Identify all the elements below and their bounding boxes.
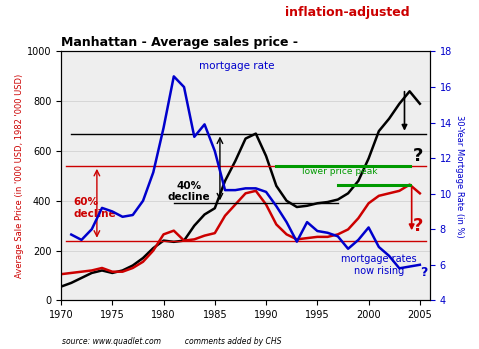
Text: 60%
decline: 60% decline	[73, 197, 116, 219]
Text: 40%
decline: 40% decline	[168, 181, 210, 202]
Text: lower price peak: lower price peak	[302, 167, 377, 176]
Text: inflation-adjusted: inflation-adjusted	[285, 6, 410, 19]
Text: Manhattan - Average sales price -: Manhattan - Average sales price -	[61, 36, 302, 49]
Text: mortgage rates
now rising: mortgage rates now rising	[341, 254, 417, 276]
Text: ?: ?	[420, 266, 428, 280]
Text: ?: ?	[412, 147, 423, 165]
Y-axis label: Average Sale Price (in '000 USD, 1982 '000 USD): Average Sale Price (in '000 USD, 1982 '0…	[15, 74, 24, 278]
Text: ?: ?	[412, 217, 423, 235]
Text: source: www.quadlet.com          comments added by CHS: source: www.quadlet.com comments added b…	[62, 337, 282, 346]
Text: mortgage rate: mortgage rate	[199, 61, 275, 71]
Y-axis label: 30-Year Mortgage Rate (in %): 30-Year Mortgage Rate (in %)	[455, 114, 464, 237]
